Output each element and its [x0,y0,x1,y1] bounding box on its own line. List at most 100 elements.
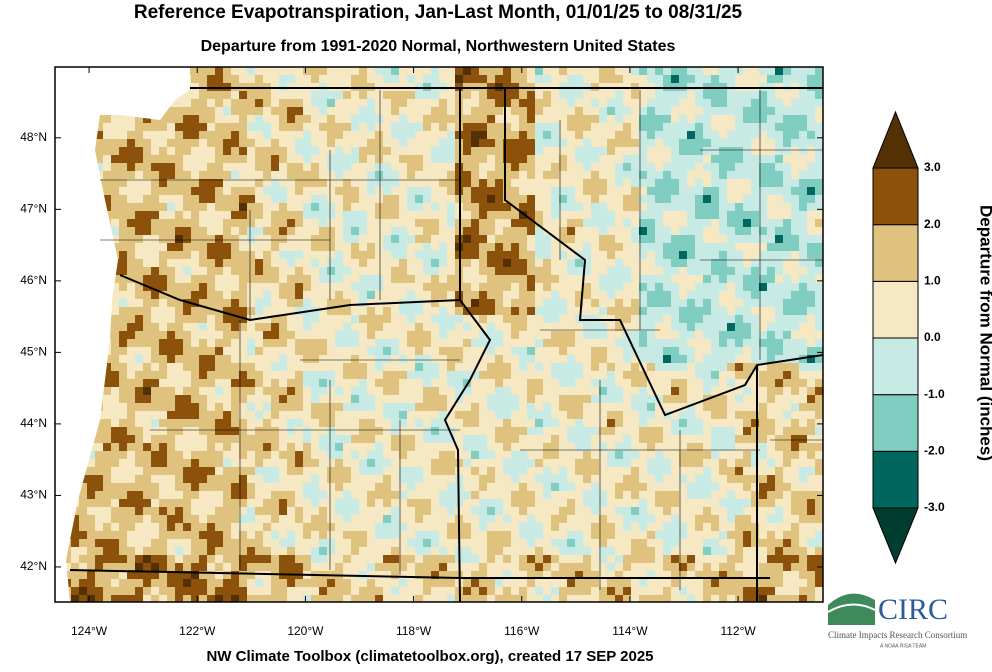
raster-cell [735,331,743,339]
raster-cell [719,299,727,307]
raster-cell [479,259,487,267]
raster-cell [351,467,359,475]
raster-cell [255,115,263,123]
raster-cell [143,187,151,195]
raster-cell [295,187,303,195]
raster-cell [647,227,655,235]
raster-cell [383,443,391,451]
raster-cell [223,363,231,371]
raster-cell [271,203,279,211]
raster-cell [175,235,183,243]
raster-cell [143,179,151,187]
raster-cell [535,67,543,75]
raster-cell [287,147,295,155]
raster-cell [319,91,327,99]
raster-cell [615,75,623,83]
raster-cell [767,131,775,139]
raster-cell [207,299,215,307]
raster-cell [775,339,783,347]
raster-cell [791,307,799,315]
raster-cell [255,99,263,107]
raster-cell [487,355,495,363]
raster-cell [719,379,727,387]
raster-cell [175,379,183,387]
raster-cell [623,435,631,443]
raster-cell [583,203,591,211]
raster-cell [399,227,407,235]
raster-cell [87,475,95,483]
raster-cell [199,379,207,387]
raster-cell [423,459,431,467]
raster-cell [351,187,359,195]
raster-cell [471,243,479,251]
raster-cell [159,307,167,315]
raster-cell [151,267,159,275]
raster-cell [143,435,151,443]
raster-cell [151,147,159,155]
raster-cell [471,235,479,243]
map-raster [55,67,823,602]
raster-cell [119,467,127,475]
raster-cell [727,131,735,139]
raster-cell [295,139,303,147]
raster-cell [367,451,375,459]
raster-cell [735,387,743,395]
raster-cell [167,395,175,403]
raster-cell [159,411,167,419]
raster-cell [527,243,535,251]
raster-cell [735,451,743,459]
raster-cell [735,371,743,379]
raster-cell [399,139,407,147]
raster-cell [287,371,295,379]
raster-cell [431,195,439,203]
raster-cell [463,283,471,291]
raster-cell [599,219,607,227]
raster-cell [535,195,543,203]
raster-cell [199,147,207,155]
raster-cell [391,91,399,99]
raster-cell [767,323,775,331]
raster-cell [647,355,655,363]
raster-cell [311,75,319,83]
raster-cell [375,251,383,259]
raster-cell [239,395,247,403]
raster-cell [343,395,351,403]
raster-cell [711,363,719,371]
raster-cell [487,371,495,379]
raster-cell [295,275,303,283]
raster-cell [519,467,527,475]
raster-cell [511,251,519,259]
raster-cell [767,315,775,323]
raster-cell [775,67,783,75]
raster-cell [607,267,615,275]
raster-cell [743,331,751,339]
raster-cell [271,171,279,179]
raster-cell [559,395,567,403]
raster-cell [359,291,367,299]
raster-cell [607,459,615,467]
raster-cell [511,355,519,363]
raster-cell [511,419,519,427]
raster-cell [239,411,247,419]
raster-cell [567,163,575,171]
raster-cell [359,75,367,83]
raster-cell [551,67,559,75]
raster-cell [223,179,231,187]
raster-cell [319,179,327,187]
raster-cell [727,99,735,107]
raster-cell [807,171,815,179]
raster-cell [423,259,431,267]
raster-cell [807,379,815,387]
raster-cell [375,131,383,139]
raster-cell [615,203,623,211]
raster-cell [103,427,111,435]
raster-cell [759,235,767,243]
raster-cell [615,355,623,363]
raster-cell [671,315,679,323]
raster-cell [599,171,607,179]
raster-cell [207,419,215,427]
raster-cell [183,123,191,131]
raster-cell [303,195,311,203]
raster-cell [647,299,655,307]
raster-cell [583,195,591,203]
